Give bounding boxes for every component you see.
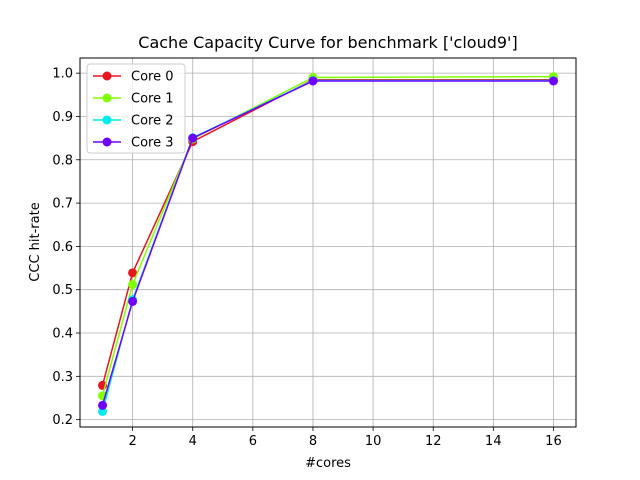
y-tick-label: 0.5 <box>52 283 73 298</box>
legend-label: Core 0 <box>131 70 174 85</box>
x-tick-label: 14 <box>485 434 502 449</box>
y-tick-label: 0.4 <box>52 327 73 342</box>
legend: Core 0 Core 1 Core 2 Core 3 <box>86 63 186 154</box>
x-tick-label: 8 <box>309 434 317 449</box>
chart-title: Cache Capacity Curve for benchmark ['clo… <box>138 33 517 52</box>
legend-marker <box>102 137 112 147</box>
x-tick-label: 4 <box>189 434 197 449</box>
y-tick-label: 0.2 <box>52 413 73 428</box>
legend-label: Core 1 <box>131 92 174 107</box>
legend-marker <box>102 93 112 103</box>
y-tick-label: 0.6 <box>52 240 73 255</box>
legend-label: Core 2 <box>131 114 174 129</box>
legend-item: Core 1 <box>93 92 174 107</box>
x-tick-label: 6 <box>249 434 257 449</box>
y-tick-label: 0.8 <box>52 153 73 168</box>
y-tick-label: 0.9 <box>52 110 73 125</box>
legend-box <box>86 63 186 154</box>
x-tick-label: 16 <box>545 434 562 449</box>
y-axis: 0.2 0.3 0.4 0.5 0.6 0.7 0.8 0.9 1.0 <box>52 67 80 428</box>
y-tick-label: 0.3 <box>52 370 73 385</box>
legend-item: Core 0 <box>93 70 174 85</box>
grid <box>80 58 576 427</box>
data-point <box>128 296 138 306</box>
data-point <box>308 76 318 86</box>
x-tick-label: 2 <box>128 434 136 449</box>
data-point <box>98 400 108 410</box>
y-axis-label: CCC hit-rate <box>28 202 43 281</box>
legend-item: Core 3 <box>93 136 174 151</box>
x-axis: 2 4 6 8 10 12 14 16 <box>128 427 562 449</box>
legend-item: Core 2 <box>93 114 174 129</box>
y-tick-label: 1.0 <box>52 67 73 82</box>
y-tick-label: 0.7 <box>52 197 73 212</box>
data-point <box>188 133 198 143</box>
series-group <box>98 72 558 416</box>
data-point <box>128 280 138 290</box>
x-tick-label: 12 <box>425 434 442 449</box>
legend-marker <box>102 115 112 125</box>
x-axis-label: #cores <box>305 456 351 471</box>
legend-label: Core 3 <box>131 136 174 151</box>
plot-frame <box>79 57 577 428</box>
legend-marker <box>102 71 112 81</box>
data-point <box>548 76 558 86</box>
data-point <box>128 268 138 278</box>
x-tick-label: 10 <box>365 434 382 449</box>
series-core-3 <box>98 76 558 410</box>
